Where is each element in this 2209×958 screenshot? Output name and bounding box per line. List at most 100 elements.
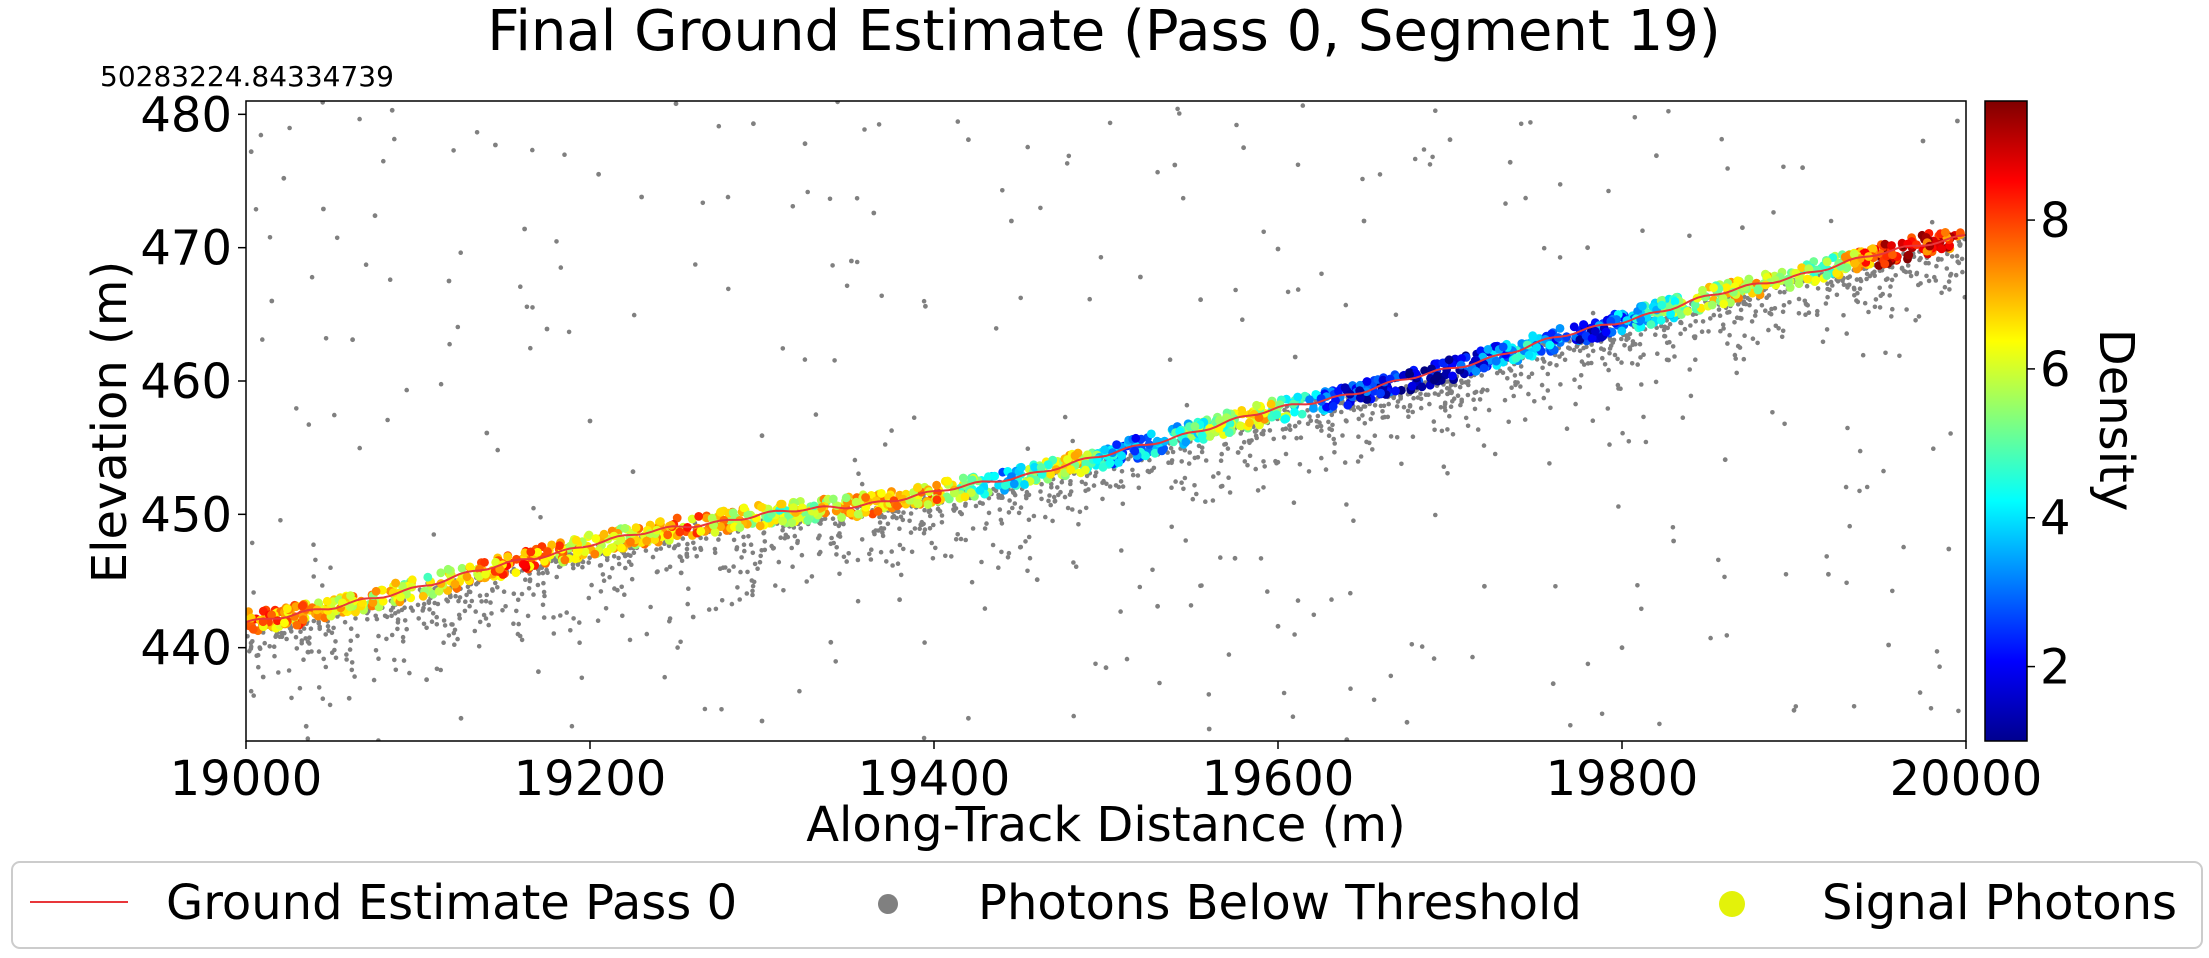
background-photon (1339, 409, 1344, 415)
signal-photon (1297, 409, 1307, 419)
background-photon (515, 597, 521, 603)
background-photon (249, 540, 255, 546)
signal-photon (1524, 350, 1534, 360)
background-photon (780, 346, 786, 351)
background-photon (1539, 382, 1545, 388)
signal-photon (1280, 414, 1289, 424)
background-photon (570, 562, 576, 567)
background-photon (1781, 164, 1786, 170)
background-photon (933, 545, 938, 551)
signal-photon (776, 499, 786, 509)
background-photon (1607, 350, 1612, 356)
background-photon (1024, 495, 1029, 501)
background-photon (997, 507, 1003, 512)
background-photon (856, 471, 861, 477)
signal-photon (1205, 432, 1215, 441)
background-photon (1190, 496, 1196, 502)
signal-photon (533, 547, 542, 557)
background-photon (1070, 507, 1075, 512)
background-photon (1693, 357, 1698, 363)
background-photon (1782, 421, 1787, 427)
background-photon (1377, 172, 1383, 177)
background-photon (571, 565, 576, 571)
background-photon (816, 551, 822, 557)
background-photon (446, 633, 452, 638)
signal-photon (743, 510, 753, 520)
background-photon (1806, 310, 1812, 316)
background-photon (434, 666, 440, 672)
background-photon (1147, 469, 1152, 475)
background-photon (530, 305, 535, 310)
background-photon (1220, 483, 1225, 489)
background-photon (678, 639, 683, 645)
background-photon (1450, 432, 1456, 437)
background-photon (1362, 404, 1368, 409)
background-photon (725, 194, 731, 200)
background-photon (867, 551, 872, 557)
signal-photon (1098, 462, 1108, 472)
signal-photon (1000, 481, 1010, 490)
background-photon (538, 515, 543, 520)
background-photon (1018, 505, 1024, 510)
background-photon (1188, 603, 1194, 608)
signal-photon (418, 591, 428, 601)
signal-photon (1794, 279, 1804, 289)
background-photon (622, 592, 627, 597)
background-photon (1492, 451, 1498, 457)
background-photon (1253, 433, 1259, 439)
background-photon (384, 636, 389, 642)
background-photon (1465, 423, 1471, 429)
background-photon (1814, 312, 1820, 318)
signal-photon (1803, 274, 1812, 284)
background-photon (1841, 282, 1847, 288)
background-photon (1198, 297, 1203, 303)
background-photon (1877, 285, 1882, 291)
background-photon (1155, 169, 1160, 175)
background-photon (284, 636, 289, 642)
background-photon (1766, 327, 1771, 333)
background-photon (822, 516, 828, 521)
background-photon (1626, 439, 1632, 444)
background-photon (1886, 642, 1891, 648)
signal-photon (555, 541, 564, 551)
background-photon (1857, 488, 1862, 494)
background-photon (516, 621, 521, 627)
background-photon (658, 546, 664, 551)
background-photon (1386, 401, 1391, 407)
background-photon (844, 559, 849, 564)
background-photon (1103, 665, 1109, 671)
background-photon (1179, 459, 1184, 464)
signal-photon (1569, 322, 1579, 332)
background-photon (457, 595, 463, 600)
background-photon (1664, 340, 1670, 346)
signal-photon (728, 508, 738, 517)
background-photon (698, 547, 704, 553)
background-photon (1783, 572, 1789, 577)
background-photon (357, 116, 362, 122)
signal-photon (1809, 257, 1819, 266)
background-photon (1852, 293, 1857, 298)
background-photon (1824, 327, 1830, 332)
background-photon (1518, 364, 1524, 369)
signal-photon (739, 503, 749, 513)
background-photon (1578, 373, 1584, 378)
background-photon (741, 534, 746, 540)
background-photon (495, 585, 500, 590)
background-photon (1411, 395, 1416, 401)
background-photon (1407, 403, 1413, 408)
background-photon (1755, 340, 1760, 346)
background-photon (307, 635, 312, 640)
legend-label-ground-estimate: Ground Estimate Pass 0 (166, 875, 737, 931)
background-photon (1526, 391, 1531, 397)
background-photon (927, 526, 933, 531)
background-photon (311, 574, 317, 579)
signal-photon (803, 516, 813, 525)
background-photon (700, 200, 706, 206)
background-photon (1720, 322, 1726, 328)
background-photon (1415, 395, 1421, 400)
background-photon (1087, 296, 1092, 302)
background-photon (702, 706, 708, 712)
background-photon (1796, 296, 1802, 302)
background-photon (691, 540, 696, 546)
background-photon (320, 101, 325, 105)
